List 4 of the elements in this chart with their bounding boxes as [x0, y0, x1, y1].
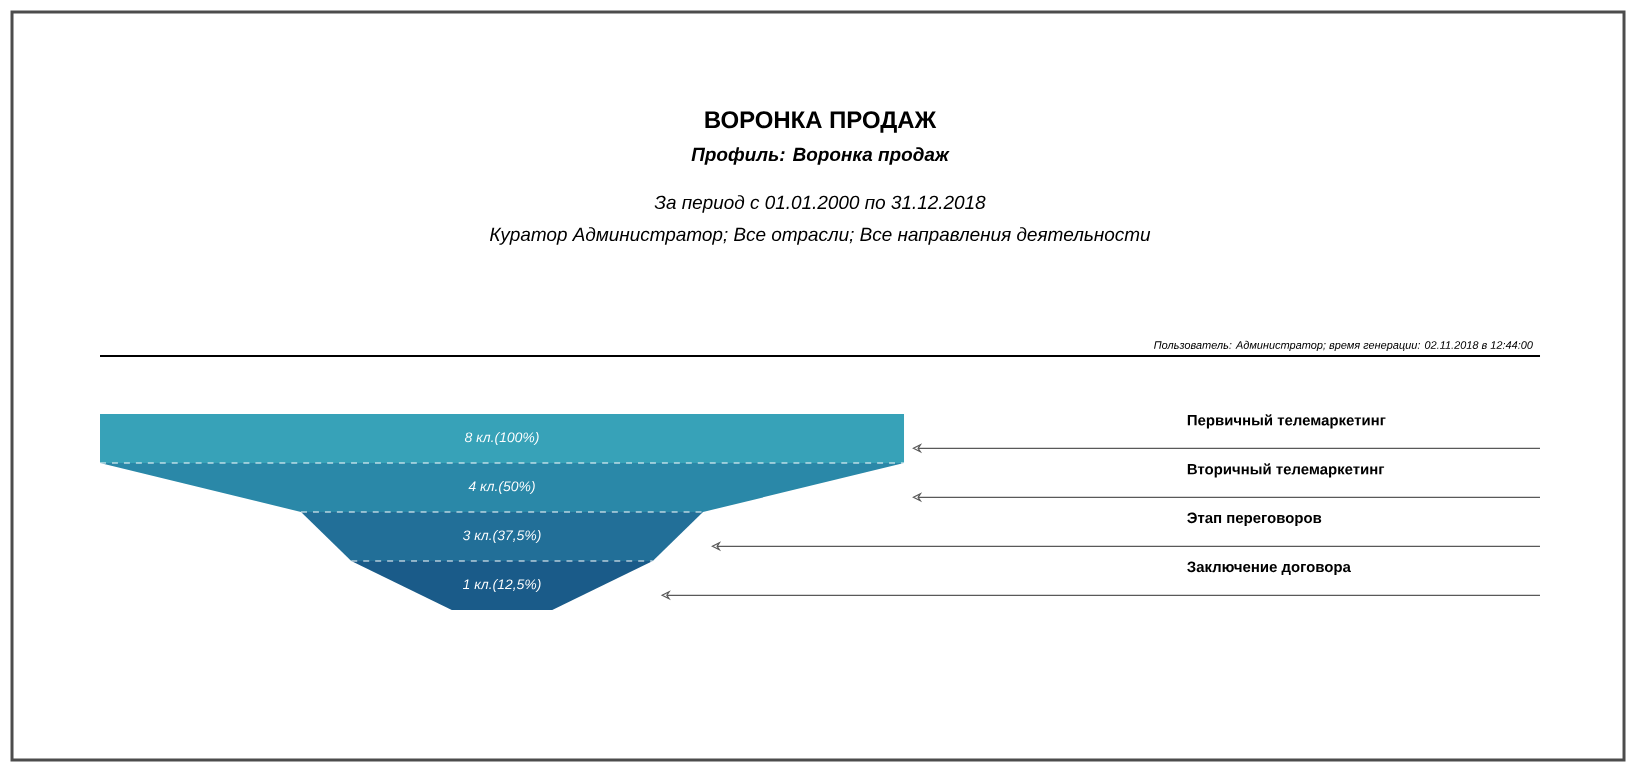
text: ВОРОНКА ПРОДАЖ	[705, 111, 937, 133]
text: За период с 01.01.2000 по 31.12.2018	[654, 195, 986, 213]
text: Профиль: Воронка продаж	[691, 147, 950, 165]
text: Куратор Администратор; Все отрасли; Все направления деятельности	[489, 227, 1151, 245]
